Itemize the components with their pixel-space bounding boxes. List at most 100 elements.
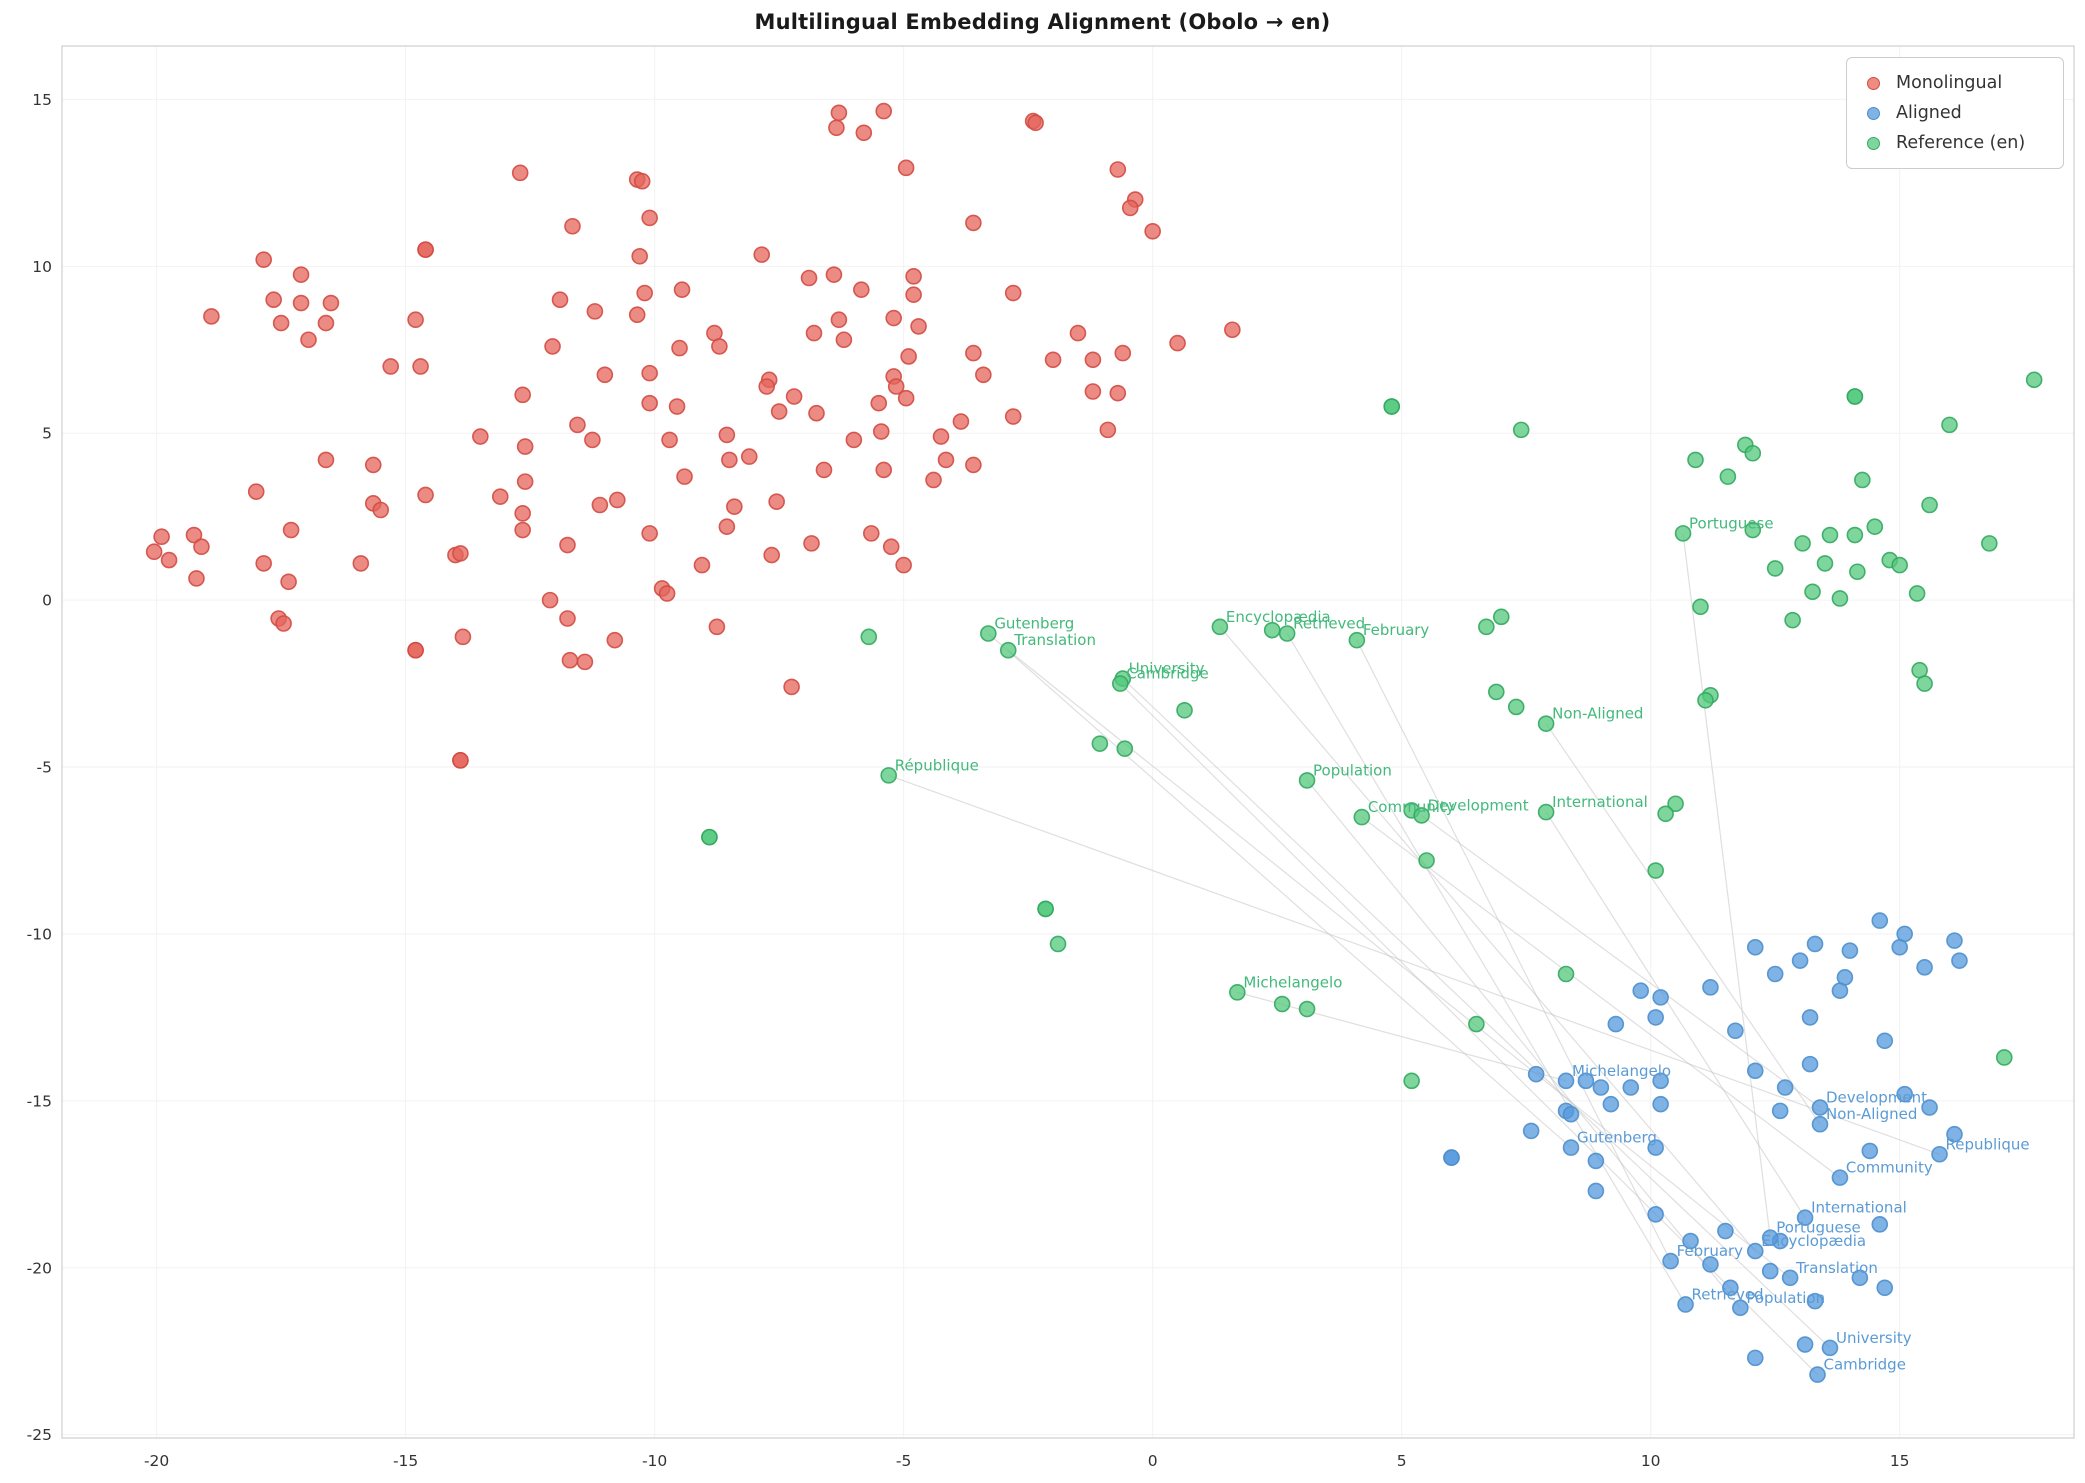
scatter-point-monolingual [544,338,561,355]
scatter-point-reference [1866,518,1884,535]
scatter-point-monolingual [160,551,178,569]
scatter-point-reference [1507,698,1525,716]
scatter-point-aligned [1622,1079,1640,1096]
scatter-point-monolingual [1144,222,1161,240]
scatter-point-monolingual [628,306,646,324]
scatter-point-monolingual [641,364,658,382]
scatter-point-reference [1512,421,1530,439]
legend-label-monolingual: Monolingual [1896,73,2003,93]
scatter-point-reference-labeled [1298,772,1316,789]
word-label-reference: Cambridge [1126,665,1208,683]
scatter-point-reference [1557,965,1575,983]
scatter-point-monolingual [516,473,534,490]
scatter-point-aligned [1632,982,1650,999]
y-tick-label: -5 [37,759,52,777]
scatter-point-aligned [1841,942,1859,959]
scatter-point-reference-labeled [980,625,997,642]
scatter-point-monolingual [407,641,424,659]
scatter-point-monolingual [511,164,529,182]
scatter-point-monolingual [188,570,205,587]
word-label-aligned: University [1836,1329,1912,1347]
scatter-point-monolingual [1004,408,1022,425]
scatter-point-monolingual [417,486,434,504]
scatter-point-reference [1383,398,1401,415]
scatter-point-monolingual [491,488,509,505]
x-tick-label: 10 [1641,1452,1661,1470]
alignment-line [987,633,1572,1149]
scatter-point-aligned [1921,1099,1938,1116]
scatter-point-aligned [1647,1206,1664,1223]
scatter-point-aligned [1587,1182,1605,1200]
x-tick-label: -5 [896,1452,911,1470]
word-label-aligned: Community [1846,1159,1933,1177]
scatter-point-aligned-labeled [1557,1072,1575,1090]
scatter-point-monolingual [608,491,626,509]
scatter-point-aligned [1766,965,1784,983]
scatter-point-reference [1273,995,1291,1013]
legend-item-reference: Reference (en) [1859,128,2051,158]
scatter-point-aligned [1647,1009,1664,1026]
alignment-line [1237,991,1567,1082]
scatter-point-monolingual [636,284,653,302]
scatter-point-reference-labeled [1537,715,1555,732]
scatter-point-monolingual [364,456,382,474]
scatter-point-monolingual [870,394,888,412]
scatter-point-monolingual [1044,351,1062,369]
scatter-point-aligned [1702,979,1719,996]
scatter-point-reference [1657,805,1674,823]
scatter-point-monolingual [1121,199,1139,217]
scatter-point-reference [1091,735,1109,752]
scatter-point-reference [1647,862,1664,879]
scatter-point-reference-labeled [1111,675,1129,692]
scatter-point-monolingual [897,159,915,177]
scatter-point-aligned-labeled [1811,1099,1829,1116]
scatter-point-monolingual [845,431,863,449]
word-label-reference: Gutenberg [994,615,1074,633]
scatter-point-monolingual [905,268,922,285]
scatter-point-reference-labeled [1674,525,1692,542]
scatter-point-reference [1821,526,1839,544]
scatter-point-monolingual [721,451,738,469]
scatter-point-aligned [1796,1336,1814,1353]
scatter-point-aligned [1577,1072,1595,1090]
scatter-point-aligned [1717,1222,1734,1240]
scatter-point-monolingual [658,585,676,602]
x-tick-label: -10 [642,1452,667,1470]
legend-label-aligned: Aligned [1896,103,1962,123]
scatter-point-monolingual [631,248,649,265]
scatter-point-monolingual [452,545,469,562]
scatter-point-monolingual [1084,351,1102,369]
scatter-point-monolingual [803,535,820,552]
scatter-point-monolingual [855,124,873,142]
scatter-point-monolingual [815,461,833,479]
scatter-point-monolingual [937,451,955,469]
scatter-point-monolingual [808,404,825,422]
y-tick-label: 15 [32,91,52,109]
scatter-point-monolingual [255,555,272,572]
legend-marker-reference-icon [1867,136,1880,150]
scatter-point-monolingual [965,214,982,232]
scatter-point-aligned [1746,938,1764,956]
scatter-point-reference [1981,535,1998,552]
scatter-point-reference [1908,585,1926,602]
word-label-reference: Non-Aligned [1552,705,1643,723]
scatter-point-monolingual [280,573,297,591]
alignment-line [1219,626,1756,1252]
scatter-point-reference-labeled [1413,807,1430,824]
scatter-point-monolingual [1114,344,1132,362]
scatter-point-aligned-labeled [1732,1299,1749,1317]
word-label-aligned: Encyclopædia [1761,1232,1866,1250]
plot-border [61,45,2075,1439]
scatter-point-reference-labeled [1278,625,1296,642]
scatter-point-monolingual [412,358,429,375]
word-label-reference: Community [1368,798,1455,816]
scatter-point-monolingual [265,291,282,308]
scatter-point-monolingual [641,394,658,412]
scatter-point-aligned [1791,952,1809,969]
scatter-point-aligned [1801,1055,1819,1073]
scatter-point-monolingual [905,286,922,303]
word-label-aligned: Michelangelo [1572,1062,1671,1080]
scatter-point-monolingual [726,498,743,515]
scatter-point-reference [1487,683,1505,701]
scatter-point-reference [1831,590,1849,607]
